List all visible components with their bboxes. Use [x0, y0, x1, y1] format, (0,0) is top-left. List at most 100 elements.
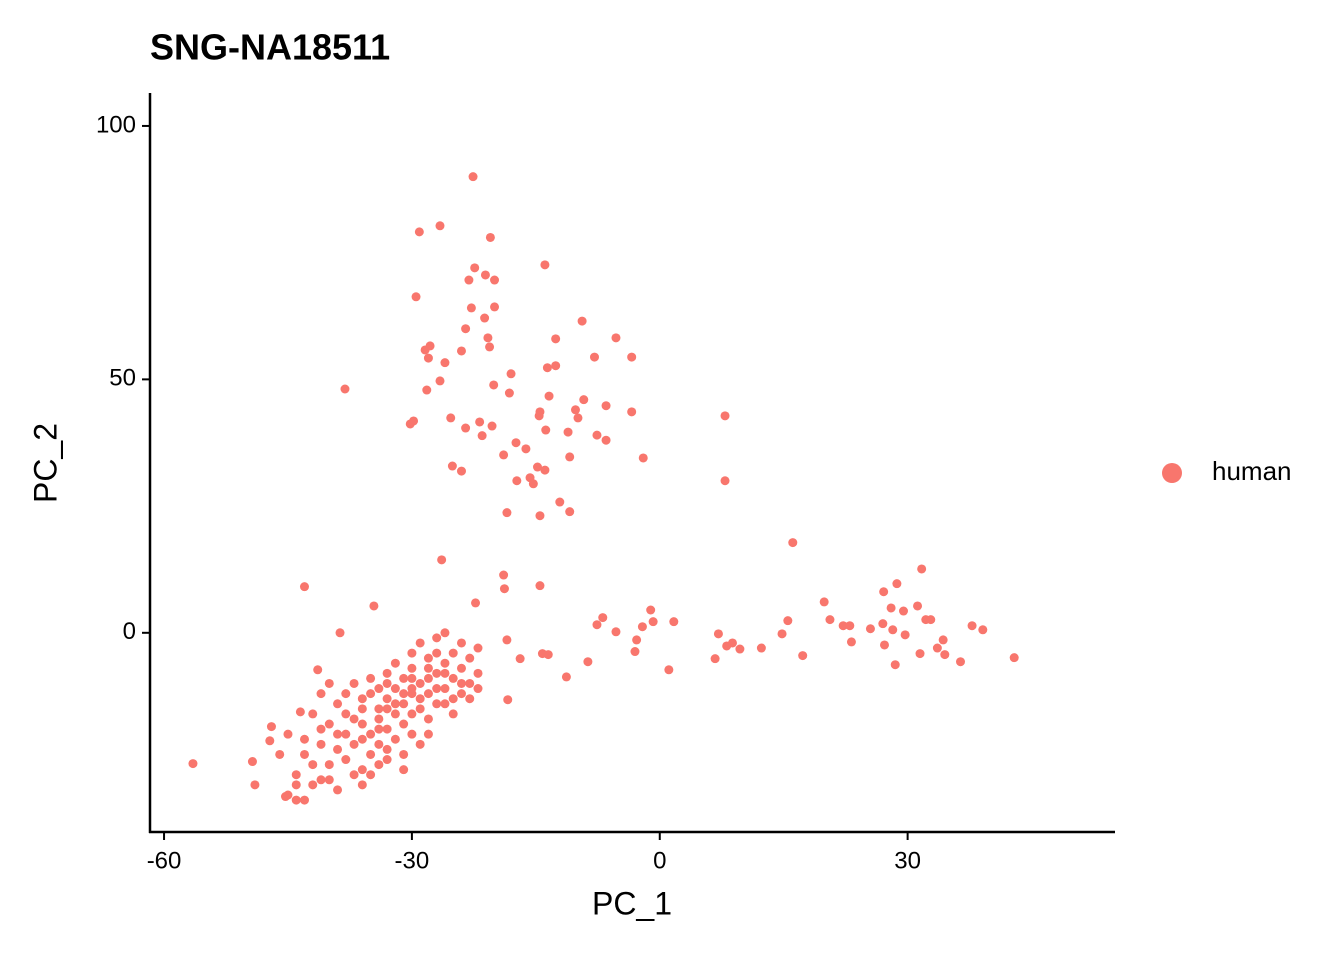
point [630, 647, 640, 657]
point [535, 581, 545, 591]
point [435, 376, 445, 386]
point [308, 760, 318, 770]
point [357, 704, 367, 714]
point [382, 704, 392, 714]
point [415, 739, 425, 749]
point [470, 263, 480, 273]
point [465, 678, 475, 688]
point [475, 417, 485, 427]
point [464, 275, 474, 285]
point [420, 345, 430, 355]
point [374, 739, 384, 749]
point [414, 227, 424, 237]
point [407, 709, 417, 719]
point [423, 729, 433, 739]
point [512, 476, 522, 486]
point [627, 352, 637, 362]
point [335, 628, 345, 638]
point [399, 689, 409, 699]
point [819, 597, 829, 607]
point [390, 658, 400, 668]
point [374, 684, 384, 694]
point [888, 625, 898, 635]
point [357, 734, 367, 744]
point [565, 452, 575, 462]
point [308, 709, 318, 719]
point [390, 684, 400, 694]
point [440, 358, 450, 368]
point [448, 648, 458, 658]
point [456, 663, 466, 673]
point [313, 665, 323, 675]
point [324, 775, 334, 785]
point [932, 643, 942, 653]
point [432, 633, 442, 643]
point [456, 466, 466, 476]
point [577, 316, 587, 326]
y-tick-label: 0 [123, 618, 136, 645]
point [845, 621, 855, 631]
point [247, 757, 257, 767]
x-axis-title: PC_1 [592, 885, 672, 921]
point [561, 672, 571, 682]
x-tick-label: -60 [147, 847, 182, 874]
point [583, 657, 593, 667]
point [316, 739, 326, 749]
point [369, 601, 379, 611]
point [399, 673, 409, 683]
point [565, 507, 575, 517]
point [938, 635, 948, 645]
legend-label: human [1212, 456, 1292, 486]
point [432, 684, 442, 694]
point [480, 313, 490, 323]
point [295, 707, 305, 717]
point [499, 584, 509, 594]
point [466, 303, 476, 313]
point [333, 729, 343, 739]
point [480, 270, 490, 280]
point [579, 395, 589, 405]
point [471, 598, 481, 608]
point [366, 673, 376, 683]
point [456, 678, 466, 688]
point [423, 653, 433, 663]
point [266, 722, 276, 732]
point [601, 435, 611, 445]
point [722, 641, 732, 651]
point [892, 579, 902, 589]
point [541, 425, 551, 435]
point [415, 704, 425, 714]
point [374, 704, 384, 714]
point [341, 729, 351, 739]
point [341, 709, 351, 719]
point [366, 729, 376, 739]
point [611, 627, 621, 637]
point [551, 334, 561, 344]
point [446, 413, 456, 423]
point [664, 665, 674, 675]
point [399, 719, 409, 729]
point [540, 260, 550, 270]
point [366, 689, 376, 699]
point [422, 385, 432, 395]
point [879, 640, 889, 650]
point [865, 624, 875, 634]
point [374, 760, 384, 770]
point [555, 497, 565, 507]
point [532, 462, 542, 472]
y-tick-label: 100 [96, 111, 136, 138]
point [485, 232, 495, 242]
point [461, 423, 471, 433]
point [503, 695, 513, 705]
point [382, 724, 392, 734]
point [349, 739, 359, 749]
point [846, 637, 856, 647]
y-axis-title: PC_2 [27, 423, 63, 503]
point [490, 275, 500, 285]
point [448, 673, 458, 683]
point [502, 635, 512, 645]
point [411, 292, 421, 302]
point [390, 699, 400, 709]
